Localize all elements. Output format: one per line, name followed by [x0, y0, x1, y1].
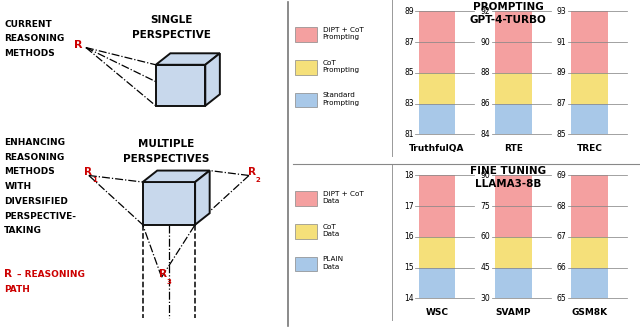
FancyBboxPatch shape	[295, 191, 317, 206]
Text: SINGLE: SINGLE	[150, 15, 193, 25]
Bar	[495, 175, 532, 237]
Text: DiPT + CoT
Data: DiPT + CoT Data	[323, 191, 364, 204]
Text: R: R	[4, 269, 12, 279]
Text: 65: 65	[557, 294, 566, 303]
Text: 81: 81	[404, 130, 413, 139]
Text: PLAIN
Data: PLAIN Data	[323, 256, 344, 270]
Text: Standard
Prompting: Standard Prompting	[323, 92, 360, 106]
Bar	[495, 237, 532, 268]
Bar	[572, 11, 608, 73]
Text: REASONING: REASONING	[4, 153, 65, 161]
Text: CoT
Prompting: CoT Prompting	[323, 60, 360, 73]
Text: 86: 86	[481, 99, 490, 108]
Text: RTE: RTE	[504, 144, 523, 153]
Text: – REASONING: – REASONING	[17, 270, 85, 279]
Text: 67: 67	[557, 233, 566, 241]
Text: TREC: TREC	[577, 144, 603, 153]
Bar	[419, 268, 455, 298]
Text: 92: 92	[481, 7, 490, 16]
Text: 89: 89	[404, 7, 413, 16]
Polygon shape	[205, 53, 220, 106]
Text: 66: 66	[557, 263, 566, 272]
Bar	[495, 104, 532, 134]
Text: 88: 88	[481, 69, 490, 77]
Polygon shape	[195, 171, 210, 225]
Text: R: R	[84, 168, 92, 177]
Text: 30: 30	[480, 294, 490, 303]
Bar	[572, 268, 608, 298]
Bar	[419, 104, 455, 134]
Text: 90: 90	[480, 171, 490, 180]
Text: PERSPECTIVES: PERSPECTIVES	[123, 154, 209, 164]
Bar	[495, 11, 532, 73]
Text: PROMPTING
GPT-4-TURBO: PROMPTING GPT-4-TURBO	[470, 2, 547, 25]
Text: CURRENT: CURRENT	[4, 20, 52, 29]
FancyBboxPatch shape	[295, 27, 317, 42]
Text: DiPT + CoT
Prompting: DiPT + CoT Prompting	[323, 27, 364, 40]
Text: METHODS: METHODS	[4, 167, 55, 176]
Bar	[572, 175, 608, 237]
Text: WSC: WSC	[426, 308, 449, 317]
Text: 90: 90	[480, 38, 490, 47]
Text: PERSPECTIVE: PERSPECTIVE	[132, 30, 211, 39]
Text: TAKING: TAKING	[4, 226, 42, 235]
Text: 68: 68	[557, 202, 566, 211]
FancyBboxPatch shape	[295, 224, 317, 239]
Polygon shape	[143, 171, 210, 182]
Text: FINE TUNING
LLAMA3-8B: FINE TUNING LLAMA3-8B	[470, 166, 547, 189]
Polygon shape	[143, 182, 195, 225]
Text: 83: 83	[404, 99, 413, 108]
Text: 87: 87	[557, 99, 566, 108]
Text: R: R	[248, 168, 255, 177]
Text: R: R	[159, 269, 166, 279]
Text: MULTIPLE: MULTIPLE	[138, 139, 194, 149]
Text: 91: 91	[557, 38, 566, 47]
Polygon shape	[156, 53, 220, 65]
Text: CoT
Data: CoT Data	[323, 224, 340, 237]
Text: 3: 3	[166, 279, 172, 285]
Polygon shape	[156, 65, 205, 106]
Text: METHODS: METHODS	[4, 49, 55, 58]
Text: 2: 2	[255, 177, 260, 183]
Text: WITH: WITH	[4, 182, 31, 191]
Text: 93: 93	[557, 7, 566, 16]
Text: TruthfulQA: TruthfulQA	[410, 144, 465, 153]
FancyBboxPatch shape	[295, 256, 317, 271]
Text: 75: 75	[480, 202, 490, 211]
Bar	[419, 11, 455, 73]
Text: ENHANCING: ENHANCING	[4, 138, 65, 147]
Text: 15: 15	[404, 263, 413, 272]
Text: SVAMP: SVAMP	[495, 308, 531, 317]
Bar	[572, 73, 608, 104]
Text: 60: 60	[480, 233, 490, 241]
Text: 85: 85	[404, 69, 413, 77]
Text: 45: 45	[480, 263, 490, 272]
Text: DIVERSIFIED: DIVERSIFIED	[4, 197, 68, 206]
Text: R: R	[74, 40, 83, 50]
Text: 84: 84	[481, 130, 490, 139]
Text: 16: 16	[404, 233, 413, 241]
Bar	[572, 237, 608, 268]
Text: 18: 18	[404, 171, 413, 180]
Text: 1: 1	[92, 177, 97, 183]
Text: GSM8K: GSM8K	[572, 308, 608, 317]
FancyBboxPatch shape	[295, 92, 317, 107]
Text: PATH: PATH	[4, 285, 30, 294]
Bar	[419, 175, 455, 237]
Text: 87: 87	[404, 38, 413, 47]
Bar	[495, 73, 532, 104]
Text: 69: 69	[557, 171, 566, 180]
Text: PERSPECTIVE-: PERSPECTIVE-	[4, 212, 76, 220]
Bar	[419, 237, 455, 268]
Text: 89: 89	[557, 69, 566, 77]
FancyBboxPatch shape	[295, 60, 317, 75]
Text: 17: 17	[404, 202, 413, 211]
Bar	[495, 268, 532, 298]
Text: 85: 85	[557, 130, 566, 139]
Bar	[419, 73, 455, 104]
Bar	[572, 104, 608, 134]
Text: REASONING: REASONING	[4, 34, 65, 43]
Text: 14: 14	[404, 294, 413, 303]
